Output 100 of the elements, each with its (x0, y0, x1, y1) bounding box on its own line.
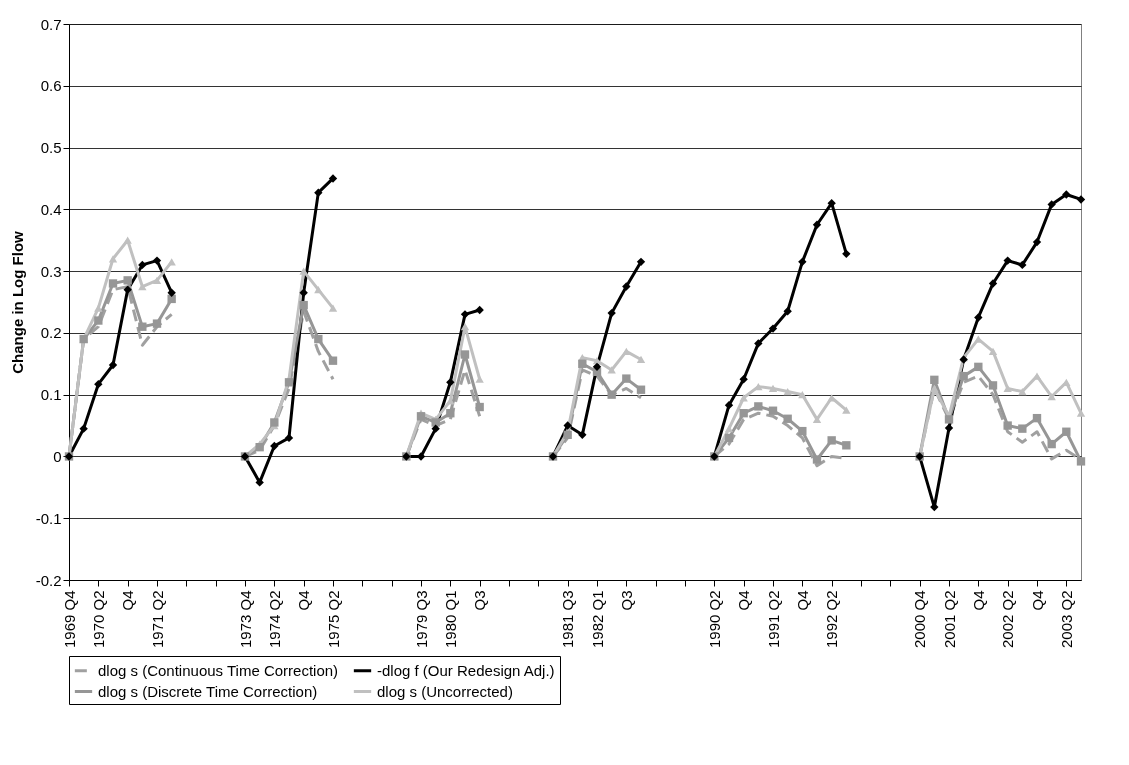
point (754, 383, 763, 391)
x-tick-label: 1975 Q2 (324, 590, 342, 649)
point (1032, 237, 1042, 247)
point (798, 257, 807, 267)
y-tick-label: 0.1 (40, 386, 62, 404)
point (475, 402, 484, 412)
point (974, 313, 983, 322)
point (944, 415, 954, 424)
point (475, 305, 484, 315)
x-tick-label: Q4 (793, 590, 811, 611)
point (930, 384, 939, 393)
y-tick-label: -0.1 (35, 509, 62, 527)
point (754, 339, 763, 348)
point (592, 362, 602, 372)
point (739, 394, 748, 402)
point (622, 374, 631, 383)
point (1018, 260, 1027, 270)
point (636, 257, 646, 267)
point (622, 347, 631, 356)
point (944, 423, 954, 433)
point (724, 425, 734, 433)
point (167, 258, 176, 266)
point (812, 220, 822, 229)
point (563, 421, 572, 430)
point (1018, 387, 1027, 396)
y-tick-label: 0.6 (40, 77, 62, 95)
point (959, 371, 968, 381)
point (123, 236, 132, 244)
point (1062, 190, 1071, 199)
point (314, 286, 323, 294)
point (328, 356, 338, 365)
point (1062, 427, 1071, 436)
legend-label: dlog s (Discrete Time Correction) (98, 682, 318, 700)
point (724, 433, 734, 443)
point (827, 436, 836, 445)
x-tick-label: Q4 (295, 590, 313, 611)
point (1032, 413, 1042, 423)
point (1003, 256, 1012, 265)
point (1076, 409, 1086, 417)
x-tick-label: 1992 Q2 (823, 590, 841, 649)
point (152, 319, 162, 328)
point (138, 260, 147, 270)
x-tick-label: 2003 Q2 (1057, 590, 1075, 649)
y-tick-label: 0.4 (40, 200, 62, 218)
x-tick-label: Q3 (471, 590, 489, 611)
point (431, 424, 440, 433)
point (636, 385, 646, 394)
point (108, 255, 118, 263)
point (754, 402, 763, 411)
point (1003, 421, 1012, 430)
point (768, 406, 778, 415)
point (1047, 439, 1056, 449)
x-tick-label: 2002 Q2 (999, 590, 1017, 649)
point (416, 412, 426, 421)
x-tick-label: 1982 Q1 (588, 590, 606, 649)
point (255, 478, 264, 487)
point (768, 384, 778, 393)
point (842, 406, 851, 414)
point (446, 378, 455, 387)
point (460, 350, 470, 359)
x-tick-label: 1973 Q4 (236, 590, 254, 649)
point (284, 378, 294, 387)
point (636, 355, 646, 364)
y-tick-label: 0 (53, 447, 62, 465)
y-tick-label: -0.2 (35, 571, 62, 589)
x-tick-label: 1969 Q4 (60, 590, 78, 649)
point (79, 424, 88, 433)
x-tick-label: 2000 Q4 (911, 590, 929, 649)
x-tick-label: Q4 (1028, 590, 1046, 611)
x-tick-label: 1981 Q3 (559, 590, 577, 649)
point (798, 426, 807, 436)
point (167, 294, 176, 304)
legend-label: dlog s (Continuous Time Correction) (98, 661, 339, 679)
legend-label: dlog s (Uncorrected) (377, 682, 513, 700)
point (152, 256, 162, 265)
point (255, 442, 264, 452)
point (446, 409, 455, 418)
point (739, 375, 748, 384)
point (1076, 195, 1086, 204)
point (739, 409, 748, 418)
point (431, 418, 440, 427)
point (988, 279, 998, 288)
x-tick-label: 1970 Q2 (89, 590, 107, 649)
x-tick-label: 1990 Q2 (705, 590, 723, 649)
point (167, 288, 176, 297)
point (328, 174, 338, 183)
x-tick-label: 2001 Q2 (940, 590, 958, 649)
x-tick-label: Q4 (969, 590, 987, 611)
y-axis-title: Change in Log Flow (8, 230, 26, 374)
point (563, 430, 572, 440)
point (123, 276, 132, 285)
x-tick-label: Q4 (735, 590, 753, 611)
point (138, 322, 147, 331)
point (108, 360, 118, 370)
point (827, 198, 836, 208)
point (1003, 384, 1012, 393)
point (578, 430, 587, 440)
point (724, 400, 734, 410)
point (123, 285, 132, 294)
legend-label: -dlog f (Our Redesign Adj.) (377, 661, 555, 679)
